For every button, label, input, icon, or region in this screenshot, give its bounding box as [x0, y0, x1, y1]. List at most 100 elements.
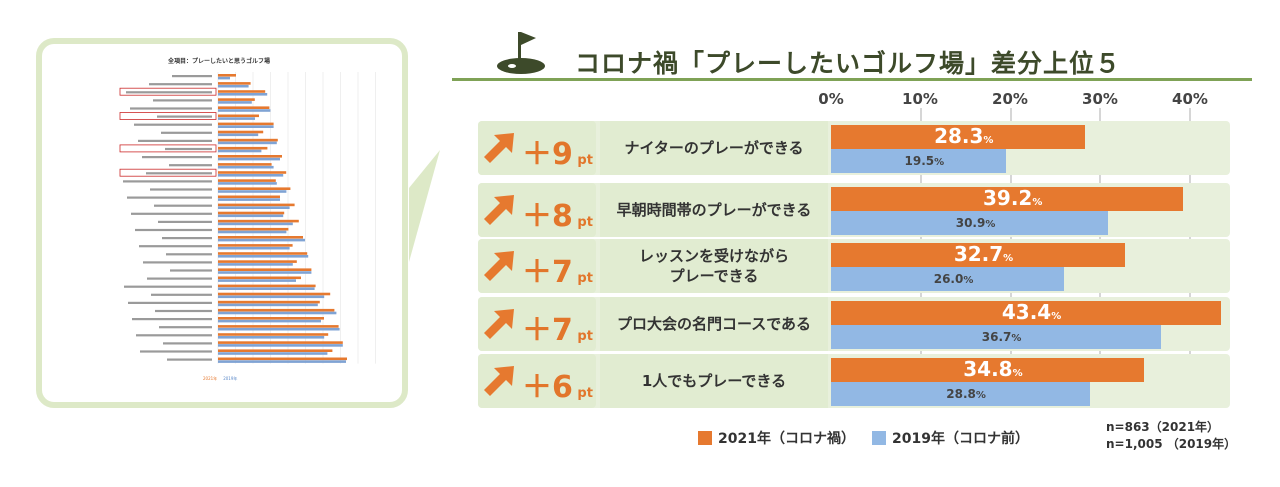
value-label-2019: 19.5%: [904, 154, 945, 168]
bar-2019: [831, 325, 1161, 349]
thumbnail-bar-2021: [218, 82, 251, 85]
diff-points: ＋7 pt: [522, 247, 593, 291]
thumbnail-row-label: [158, 220, 212, 223]
thumbnail-bar-2019: [218, 327, 340, 331]
thumbnail-bar-2019: [218, 174, 284, 177]
thumbnail-bar-2019: [218, 279, 296, 282]
thumbnail-row-label: [130, 107, 212, 110]
thumbnail-bar-2021: [218, 333, 329, 336]
up-arrow-icon: [484, 366, 514, 396]
thumbnail-bar-2021: [218, 130, 264, 134]
thumbnail-row-label: [150, 188, 212, 191]
sample-size-2021: n=863（2021年）: [1106, 420, 1220, 434]
thumbnail-bar-2021: [218, 146, 268, 150]
thumbnail-row-label: [165, 147, 212, 151]
diff-unit: pt: [572, 386, 593, 401]
diff-points: ＋7 pt: [522, 305, 593, 349]
thumbnail-row-label: [135, 228, 212, 232]
thumbnail-pointer: [409, 150, 440, 262]
page-title: コロナ禍「プレーしたいゴルフ場」差分上位５: [575, 49, 1122, 78]
thumbnail-bar-2019: [218, 190, 287, 193]
thumbnail-bar-2021: [218, 122, 274, 126]
thumbnail-bar-2021: [218, 349, 333, 352]
diff-number: ＋7: [522, 313, 573, 348]
thumbnail-bar-2019: [218, 84, 249, 88]
thumbnail-bar-2019: [218, 157, 280, 161]
category-label: プロ大会の名門コースである: [600, 297, 828, 351]
diff-unit: pt: [572, 153, 593, 168]
sample-size-2019: n=1,005 （2019年）: [1106, 437, 1237, 451]
thumbnail-row-label: [153, 99, 212, 102]
category-label: レッスンを受けながら プレーできる: [600, 239, 828, 293]
legend-label-2021: 2021年（コロナ禍）: [718, 431, 855, 447]
thumbnail-bar-2019: [218, 198, 280, 201]
thumbnail-bar-2019: [218, 295, 325, 299]
thumbnail-row-label: [155, 309, 212, 313]
diff-number: ＋9: [522, 137, 573, 172]
legend-swatch-2019: [872, 431, 886, 445]
thumbnail-row-label: [169, 164, 212, 167]
thumbnail-row-label: [126, 91, 212, 94]
thumbnail-highlight-box: [119, 168, 217, 177]
thumbnail-row-label: [132, 318, 212, 321]
thumbnail-bar-2019: [218, 311, 337, 315]
up-arrow-icon: [484, 195, 514, 225]
thumbnail-row-label: [124, 285, 212, 288]
thumbnail-row-label: [134, 123, 212, 126]
thumbnail-bar-2021: [218, 357, 347, 361]
thumbnail-bar-2019: [218, 76, 230, 80]
header-divider: [452, 78, 1252, 81]
thumbnail-bar-2019: [218, 165, 274, 169]
diff-points: ＋6 pt: [522, 362, 593, 406]
bar-2019: [831, 267, 1065, 291]
thumbnail-bar-2021: [218, 171, 287, 174]
thumbnail-bar-2021: [218, 284, 316, 288]
thumbnail-bar-2021: [218, 203, 295, 207]
legend-2019: 2019年（コロナ前）: [872, 428, 1029, 448]
legend-label-2019: 2019年（コロナ前）: [892, 431, 1029, 447]
thumbnail-bar-2019: [218, 214, 284, 218]
bar-2021: [831, 125, 1086, 149]
value-label-2021: 39.2%: [983, 186, 1043, 210]
axis-tick-0: 0%: [818, 90, 844, 108]
value-label-2019: 28.8%: [946, 387, 986, 401]
thumbnail-bar-2021: [218, 98, 255, 101]
thumbnail-chart: [119, 72, 376, 364]
thumbnail-bar-2021: [218, 138, 278, 142]
thumbnail-bar-2021: [218, 268, 312, 271]
thumbnail-legend: 2021年 2019年: [203, 376, 237, 382]
thumbnail-row-label: [170, 269, 212, 272]
thumbnail-bar-2019: [218, 182, 277, 185]
thumbnail-bar-2019: [218, 125, 274, 128]
thumbnail-row-label: [127, 196, 212, 199]
thumbnail-row-label: [154, 204, 212, 207]
thumbnail-row-label: [136, 334, 212, 337]
thumbnail-bar-2019: [218, 149, 262, 153]
thumbnail-row-label: [123, 180, 212, 183]
thumbnail-bar-2021: [218, 211, 285, 215]
thumbnail-bar-2019: [218, 133, 259, 137]
thumbnail-bar-2021: [218, 236, 303, 239]
bar-2021: [831, 301, 1221, 325]
thumbnail-bar-2021: [218, 325, 339, 328]
thumbnail-bar-2021: [218, 114, 259, 118]
thumbnail-bar-2019: [218, 246, 290, 250]
thumbnail-row-label: [140, 350, 212, 353]
thumbnail-bar-2021: [218, 260, 297, 263]
thumbnail-bar-2021: [218, 187, 291, 190]
thumbnail-bar-2019: [218, 230, 287, 234]
thumbnail-bar-2019: [218, 238, 305, 242]
bar-2021: [831, 358, 1144, 382]
bar-2019: [831, 382, 1090, 406]
diff-unit: pt: [572, 215, 593, 230]
up-arrow-icon: [484, 309, 514, 339]
thumbnail-bar-2021: [218, 244, 293, 247]
thumbnail-row-label: [172, 75, 212, 78]
thumbnail-bar-2019: [218, 319, 321, 323]
thumbnail-row-label: [167, 358, 212, 361]
thumbnail-bar-2021: [218, 74, 236, 77]
bar-2021: [831, 187, 1184, 211]
diff-points: ＋8 pt: [522, 191, 593, 235]
thumbnail-row-label: [166, 253, 212, 256]
thumbnail-row-label: [142, 156, 212, 159]
